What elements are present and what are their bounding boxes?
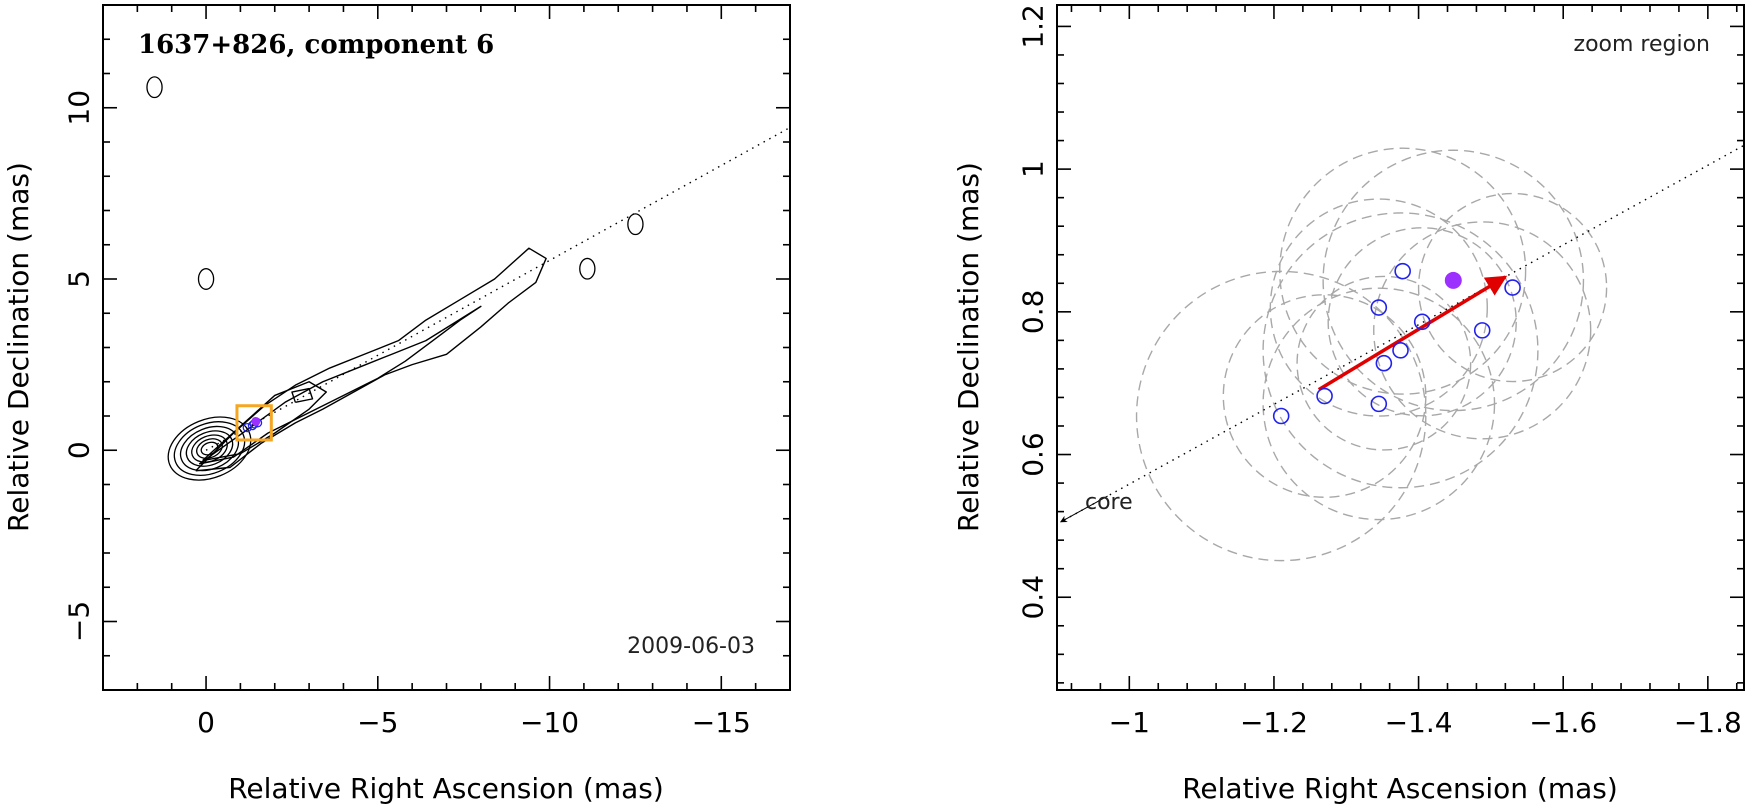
contour-line [291,387,314,403]
component-marker [242,422,252,433]
left-x-tick-label: −15 [692,706,751,739]
error-circle-group [1135,147,1608,562]
right-y-tick-label: 0.4 [1017,575,1050,620]
error-circle [1327,227,1517,417]
left-x-tick-label: −10 [520,706,579,739]
position-point [1370,299,1388,316]
error-circle [1269,198,1488,417]
left-y-tick-label: 10 [63,90,96,126]
error-circle [1296,275,1472,451]
position-point [1413,313,1431,331]
core-contour [191,434,228,463]
contour-line [202,381,327,462]
core-contour [185,430,234,467]
position-point [1504,279,1521,296]
observation-date: 2009-06-03 [627,634,755,659]
left-y-axis-title: Relative Declination (mas) [2,162,35,532]
error-circle [1279,147,1527,395]
error-circle [1222,294,1427,498]
right-ticks: −1 −1.2 −1.4 −1.6 −1.8 0.4 0.6 0.8 1 1.2 [1017,4,1744,739]
left-x-tick-label: 0 [197,706,215,739]
left-y-tick-label: 5 [63,270,96,288]
left-ticks: 0 −5 −10 −15 −5 0 5 10 [63,4,791,739]
filled-component-marker [251,416,261,426]
zoom-box [235,404,273,442]
right-plot-area [1060,144,1744,562]
core-contour [173,421,246,476]
right-y-axis-title: Relative Declination (mas) [952,162,985,532]
right-x-tick-label: −1.2 [1240,706,1308,739]
left-y-tick-label: 0 [63,441,96,459]
position-point [1375,354,1393,372]
jet-axis-line [205,126,790,451]
isolated-contour [197,268,215,290]
error-circle [1417,192,1608,383]
right-x-tick-label: −1 [1109,706,1150,739]
position-point [1370,395,1388,413]
core-contour [179,425,240,472]
right-x-axis-title: Relative Right Ascension (mas) [1182,772,1618,805]
error-circle [1262,212,1539,489]
position-point [1392,342,1409,359]
isolated-contour [627,213,644,236]
error-circle [1135,270,1427,562]
position-points [1272,262,1521,425]
right-frame [1056,4,1745,691]
core-contour [200,441,219,456]
left-x-tick-label: −5 [357,706,398,739]
position-point [1394,262,1411,280]
core-direction-arrow [1060,495,1108,523]
isolated-contour [146,76,163,99]
error-circle [1322,149,1585,412]
core-label: core [1085,490,1133,515]
mean-position-point [1444,271,1462,289]
right-chart-title: zoom region [1574,32,1710,57]
motion-vector-arrow [1317,275,1508,392]
right-y-tick-label: 1 [1017,160,1050,178]
right-y-tick-label: 0.8 [1017,290,1050,335]
position-point [1316,387,1333,405]
left-chart-title: 1637+826, component 6 [138,30,494,60]
contour-line [195,247,547,472]
error-circle [1262,287,1496,521]
right-x-tick-label: −1.8 [1674,706,1742,739]
left-plot-area [146,76,790,481]
right-y-tick-label: 1.2 [1017,4,1050,49]
right-x-tick-label: −1.4 [1385,706,1453,739]
right-panel: −1 −1.2 −1.4 −1.6 −1.8 0.4 0.6 0.8 1 1.2 zoom reg… [952,4,1745,805]
left-x-axis-title: Relative Right Ascension (mas) [228,772,664,805]
right-y-tick-label: 0.6 [1017,432,1050,477]
position-point [1473,322,1491,339]
left-y-tick-label: −5 [63,601,96,642]
left-frame [102,4,791,691]
error-circle [1373,221,1592,440]
contour-group [146,76,644,481]
core-contour [167,416,252,481]
core-contour [196,438,223,459]
left-panel: 0 −5 −10 −15 −5 0 5 10 1637+826, component 6 20… [2,4,791,805]
component-markers [242,416,263,433]
position-point [1272,407,1290,425]
right-x-tick-label: −1.6 [1529,706,1597,739]
isolated-contour [579,257,596,280]
contour-line [198,305,482,465]
